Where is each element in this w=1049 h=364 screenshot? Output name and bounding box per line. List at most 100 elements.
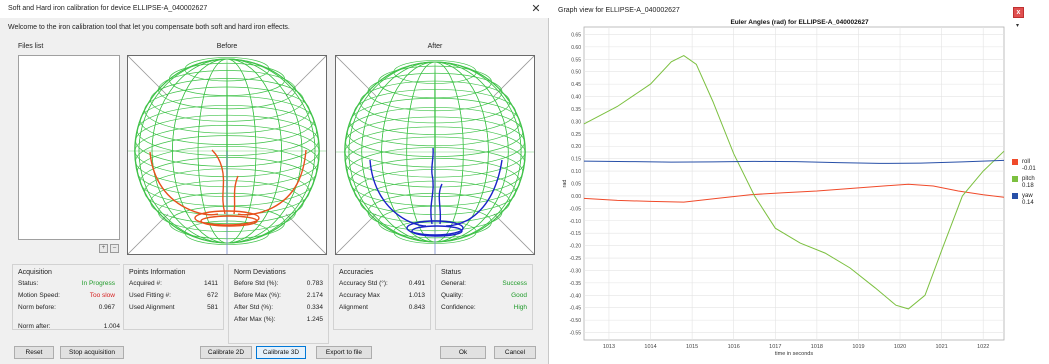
after-std-label: After Std (%): <box>234 304 274 311</box>
add-file-button[interactable]: + <box>99 244 108 253</box>
legend-swatch-yaw <box>1012 193 1018 199</box>
welcome-text: Welcome to the iron calibration tool tha… <box>8 24 290 31</box>
alignment-value: 0.843 <box>408 304 425 311</box>
close-icon[interactable]: x <box>1013 7 1024 18</box>
calibrate-2d-button[interactable]: Calibrate 2D <box>200 346 252 359</box>
legend-item-roll[interactable]: roll <box>1012 158 1048 166</box>
remove-file-button[interactable]: – <box>110 244 119 253</box>
legend-swatch-pitch <box>1012 176 1018 182</box>
after-max-row: After Max (%): 1.245 <box>234 314 323 326</box>
y-tick-label: 0.25 <box>571 132 581 138</box>
ok-button[interactable]: Ok <box>440 346 486 359</box>
legend-label-roll: roll <box>1022 159 1031 165</box>
latitude-line <box>184 57 270 82</box>
latitude-line <box>354 89 516 135</box>
files-list[interactable] <box>18 55 120 240</box>
points-arc <box>237 149 307 216</box>
after-max-value: 1.245 <box>306 316 323 323</box>
used-alignment-row: Used Alignment 581 <box>129 302 218 314</box>
x-tick-label: 1015 <box>686 344 698 350</box>
y-tick-label: -0.05 <box>570 206 582 212</box>
dialog-titlebar: Soft and Hard iron calibration for devic… <box>0 0 549 18</box>
stop-acquisition-button[interactable]: Stop acquisition <box>60 346 124 359</box>
y-tick-label: 0.35 <box>571 107 581 113</box>
legend-value-yaw: 0.14 <box>1022 200 1034 206</box>
frame-line <box>285 213 326 254</box>
y-tick-label: -0.20 <box>570 244 582 250</box>
x-tick-label: 1013 <box>603 344 615 350</box>
general-label: General: <box>441 280 466 287</box>
alignment-row: Alignment 0.843 <box>339 302 425 314</box>
x-tick-label: 1022 <box>977 344 989 350</box>
points-trace <box>430 147 434 225</box>
latitude-line <box>136 105 318 157</box>
quality-label: Quality: <box>441 292 464 299</box>
used-fitting-value: 672 <box>207 292 218 299</box>
x-tick-label: 1021 <box>935 344 947 350</box>
legend-item-yaw[interactable]: yaw <box>1012 192 1048 200</box>
status-title: Status <box>441 269 461 276</box>
points-arc <box>445 159 503 227</box>
cancel-button[interactable]: Cancel <box>494 346 536 359</box>
x-tick-label: 1017 <box>769 344 781 350</box>
acquired-row: Acquired #: 1411 <box>129 278 218 290</box>
confidence-row: Confidence: High <box>441 302 527 314</box>
frame-line <box>128 56 169 97</box>
y-tick-label: 0.40 <box>571 95 581 101</box>
legend-label-yaw: yaw <box>1022 193 1033 199</box>
alignment-label: Alignment <box>339 304 368 311</box>
y-tick-label: -0.15 <box>570 231 582 237</box>
chart-legend: roll -0.01 pitch 0.18 yaw 0.14 <box>1012 158 1048 209</box>
after-label: After <box>427 43 443 50</box>
status-label: Status: <box>18 280 39 287</box>
before-sphere-plot[interactable] <box>127 55 327 255</box>
latitude-line <box>139 95 315 145</box>
before-std-row: Before Std (%): 0.783 <box>234 278 323 290</box>
y-tick-label: 0.55 <box>571 57 581 63</box>
points-trace <box>211 149 226 215</box>
legend-label-pitch: pitch <box>1022 176 1035 182</box>
y-tick-label: 0.50 <box>571 70 581 76</box>
frame-line <box>336 213 377 254</box>
close-icon[interactable]: ✕ <box>531 3 541 15</box>
graph-window: Graph view for ELLIPSE-A_040002627 x ▾ E… <box>550 0 1049 364</box>
y-tick-label: 0.20 <box>571 144 581 150</box>
legend-value-roll: -0.01 <box>1022 166 1036 172</box>
points-ring <box>200 215 258 227</box>
accuracy-max-row: Accuracy Max 1.013 <box>339 290 425 302</box>
accuracy-std-value: 0.491 <box>408 280 425 287</box>
general-value: Success <box>502 280 527 287</box>
y-tick-label: -0.50 <box>570 318 582 324</box>
before-sphere-canvas <box>128 56 326 254</box>
export-to-file-button[interactable]: Export to file <box>316 346 372 359</box>
after-sphere-plot[interactable] <box>335 55 535 255</box>
y-tick-label: -0.30 <box>570 268 582 274</box>
motion-speed-value: Too slow <box>89 292 115 299</box>
x-tick-label: 1014 <box>644 344 656 350</box>
acquisition-title: Acquisition <box>18 269 52 276</box>
norm-after-label: Norm after: <box>18 323 51 330</box>
frame-line <box>128 213 169 254</box>
points-trace <box>233 175 239 215</box>
frame-line <box>493 213 534 254</box>
legend-item-pitch[interactable]: pitch <box>1012 175 1048 183</box>
accuracies-group: Accuracies Accuracy Std (°): 0.491 Accur… <box>333 264 431 330</box>
euler-angles-chart[interactable]: 0.65 0.60 0.55 0.50 0.45 0.40 0.35 0.30 0.25 0.20… <box>550 0 1049 364</box>
confidence-label: Confidence: <box>441 304 476 311</box>
norm-after-value: 1.004 <box>103 323 120 330</box>
series-line-yaw <box>583 159 1005 164</box>
frame-line <box>493 56 534 97</box>
legend-swatch-roll <box>1012 159 1018 165</box>
quality-value: Good <box>511 292 527 299</box>
before-std-label: Before Std (%): <box>234 280 279 287</box>
after-max-label: After Max (%): <box>234 316 276 323</box>
latitude-line <box>349 97 521 147</box>
before-max-label: Before Max (%): <box>234 292 281 299</box>
y-tick-label: -0.45 <box>570 306 582 312</box>
chevron-down-icon[interactable]: ▾ <box>1016 23 1020 29</box>
reset-button[interactable]: Reset <box>14 346 54 359</box>
points-arc <box>149 151 219 216</box>
series-line-roll <box>583 183 1005 203</box>
x-tick-label: 1016 <box>728 344 740 350</box>
calibrate-3d-button[interactable]: Calibrate 3D <box>256 346 306 359</box>
